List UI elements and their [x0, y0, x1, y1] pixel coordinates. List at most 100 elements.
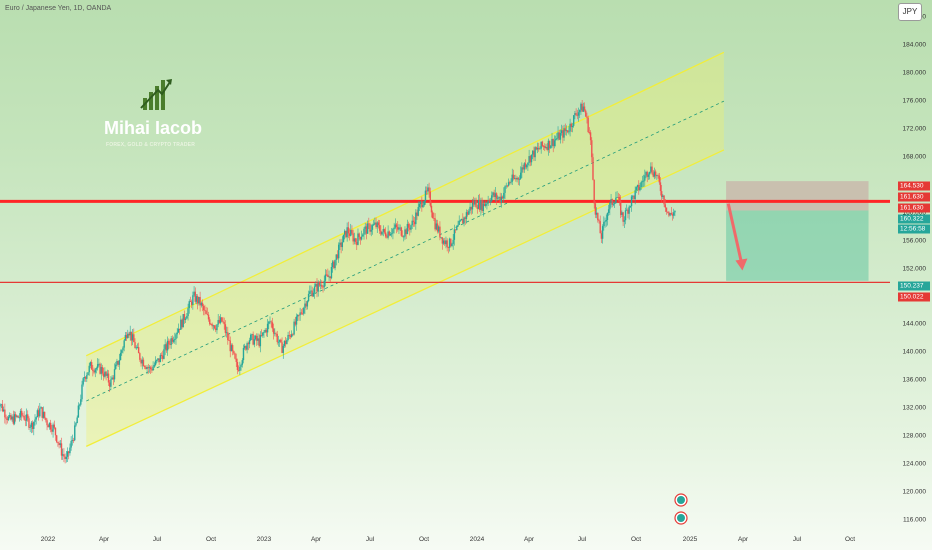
candle-body: [131, 334, 134, 341]
candle-body: [300, 312, 303, 314]
candle-body: [159, 355, 162, 363]
x-tick-label: 2023: [256, 536, 272, 543]
candle-body: [509, 182, 511, 183]
candle-body: [659, 182, 662, 192]
candle-body: [146, 367, 148, 369]
candle-body: [227, 332, 229, 341]
price-tag: 161.630: [898, 203, 930, 213]
candle-body: [627, 209, 629, 214]
candle-body: [552, 138, 554, 147]
candle-body: [478, 200, 481, 210]
candle-body: [207, 314, 210, 320]
candle-body: [662, 195, 664, 198]
currency-button[interactable]: JPY: [898, 3, 922, 21]
candle-body: [235, 358, 237, 362]
candle-body: [351, 229, 353, 234]
candle-body: [72, 440, 75, 441]
candle-body: [587, 117, 589, 132]
candle-body: [116, 360, 118, 365]
candle-body: [163, 349, 165, 359]
candle-body: [392, 229, 394, 234]
candle-body: [456, 226, 458, 231]
candle-body: [376, 222, 378, 228]
candle-body: [284, 340, 287, 345]
candle-body: [210, 324, 212, 325]
candle-body: [158, 358, 160, 363]
candle-body: [66, 451, 69, 457]
candle-body: [513, 178, 516, 179]
candle-body: [397, 227, 399, 230]
candle-body: [257, 338, 259, 341]
candle-body: [530, 154, 533, 163]
x-tick-label: Jul: [577, 536, 587, 543]
candle-body: [664, 204, 666, 208]
candle-body: [588, 131, 591, 133]
candle-body: [222, 321, 224, 323]
candle-body: [501, 196, 504, 199]
candle-body: [557, 132, 559, 139]
candle-body: [289, 335, 292, 337]
candle-body: [600, 233, 603, 239]
candle-body: [335, 254, 337, 260]
candle-body: [27, 414, 29, 419]
time-axis[interactable]: 2022 Apr Jul Oct 2023 Apr Jul Oct 2024 Apr Jul Oct 2…: [0, 528, 890, 550]
candle-body: [270, 321, 272, 323]
candle-body: [319, 284, 322, 286]
candle-body: [251, 334, 253, 335]
candle-body: [40, 407, 42, 409]
y-tick-label: 116.000: [902, 516, 926, 524]
candle-body: [605, 219, 607, 222]
candle-body: [610, 199, 612, 203]
candle-body: [495, 193, 498, 199]
candle-body: [469, 206, 471, 211]
candle-body: [107, 373, 110, 383]
candle-body: [380, 230, 382, 235]
candle-body: [277, 341, 280, 343]
candle-body: [553, 140, 556, 147]
candle-body: [282, 345, 284, 353]
candle-body: [663, 195, 665, 205]
candle-body: [275, 333, 277, 335]
candle-body: [611, 199, 613, 205]
candle-body: [4, 409, 6, 418]
candle-body: [457, 224, 459, 227]
price-axis[interactable]: 116.000 120.000 124.000 128.000 132.000 136.0…: [890, 0, 932, 528]
y-tick-label: 180.000: [902, 69, 927, 77]
candle-body: [431, 212, 434, 219]
candle-body: [389, 233, 392, 236]
candle-body: [374, 222, 376, 225]
candle-body: [497, 197, 499, 199]
reward-zone: [726, 210, 869, 281]
candle-body: [494, 193, 497, 197]
candle-body: [213, 325, 216, 329]
candle-body: [421, 201, 423, 208]
candle-body: [366, 223, 369, 234]
candle-body: [34, 419, 36, 422]
candle-body: [647, 174, 650, 177]
candle-body: [488, 200, 491, 202]
candle-body: [18, 417, 21, 419]
candle-body: [405, 229, 407, 235]
candle-body: [334, 259, 336, 269]
candle-body: [554, 139, 557, 141]
candle-body: [286, 339, 288, 345]
candle-body: [327, 274, 329, 277]
candle-body: [656, 175, 658, 177]
candle-body: [372, 224, 375, 226]
candle-body: [667, 211, 669, 213]
candle-body: [433, 218, 435, 219]
candle-body: [321, 284, 323, 287]
candle-body: [348, 233, 351, 236]
candle-body: [566, 130, 569, 133]
candle-body: [259, 335, 262, 347]
candle-body: [422, 205, 424, 208]
candle-body: [295, 316, 298, 325]
candle-body: [25, 414, 28, 421]
candle-body: [306, 301, 309, 307]
candle-body: [427, 187, 429, 192]
price-chart[interactable]: [0, 0, 890, 528]
candle-body: [119, 352, 122, 361]
candle-body: [336, 254, 339, 259]
candle-body: [423, 201, 425, 206]
candle-body: [260, 335, 263, 336]
